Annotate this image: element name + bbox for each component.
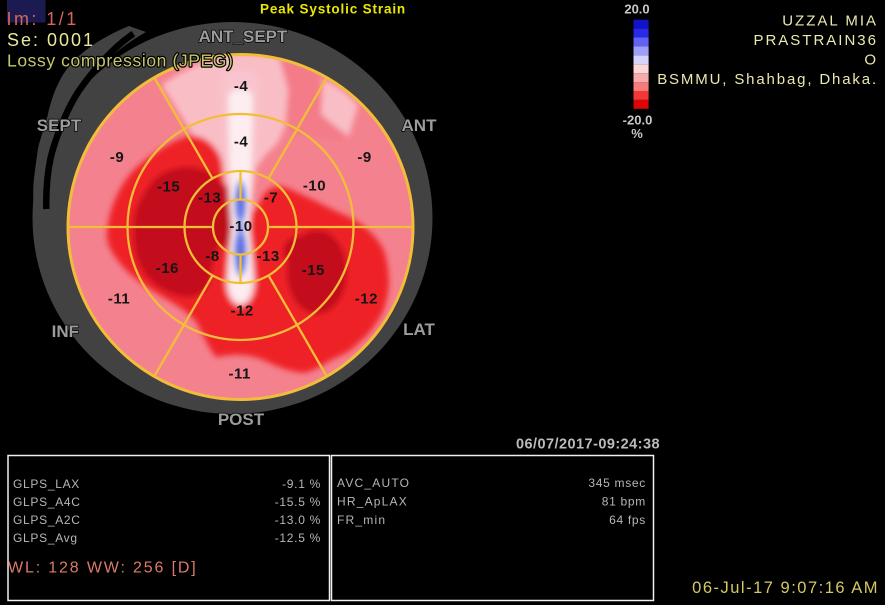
- svg-text:-13: -13: [198, 190, 221, 207]
- svg-text:-20.0: -20.0: [623, 113, 653, 128]
- svg-text:-12.5 %: -12.5 %: [275, 531, 321, 545]
- svg-text:-9.1 %: -9.1 %: [282, 477, 321, 491]
- svg-text:GLPS_A2C: GLPS_A2C: [13, 513, 81, 527]
- svg-text:%: %: [631, 126, 643, 141]
- svg-text:PRASTRAIN36: PRASTRAIN36: [753, 32, 878, 49]
- svg-text:LAT: LAT: [403, 320, 435, 339]
- svg-text:Peak Systolic Strain: Peak Systolic Strain: [260, 2, 406, 17]
- svg-text:-7: -7: [264, 190, 278, 207]
- svg-text:Im: 1/1: Im: 1/1: [7, 9, 79, 29]
- svg-text:-11: -11: [108, 290, 130, 307]
- svg-text:-10: -10: [229, 218, 252, 235]
- svg-text:INF: INF: [52, 322, 79, 341]
- svg-text:WL: 128 WW: 256 [D]: WL: 128 WW: 256 [D]: [8, 560, 198, 577]
- svg-text:ANT: ANT: [402, 116, 438, 135]
- svg-text:06-Jul-17 9:07:16 AM: 06-Jul-17 9:07:16 AM: [692, 579, 879, 597]
- svg-text:HR_ApLAX: HR_ApLAX: [337, 495, 408, 509]
- svg-text:-13: -13: [257, 248, 280, 265]
- svg-text:Lossy compression (JPEG): Lossy compression (JPEG): [7, 51, 233, 71]
- svg-text:-13.0 %: -13.0 %: [275, 513, 321, 527]
- svg-text:-4: -4: [234, 78, 248, 95]
- svg-text:AVC_AUTO: AVC_AUTO: [337, 476, 410, 490]
- svg-text:-15: -15: [302, 262, 325, 279]
- svg-text:06/07/2017-09:24:38: 06/07/2017-09:24:38: [516, 437, 660, 453]
- svg-text:64 fps: 64 fps: [609, 513, 646, 527]
- svg-text:GLPS_Avg: GLPS_Avg: [13, 531, 78, 545]
- svg-text:-15: -15: [157, 179, 180, 196]
- svg-text:Se: 0001: Se: 0001: [7, 30, 95, 50]
- svg-text:-8: -8: [205, 248, 219, 265]
- svg-text:-16: -16: [156, 260, 179, 277]
- svg-text:-11: -11: [229, 366, 251, 383]
- svg-text:81 bpm: 81 bpm: [602, 495, 646, 509]
- svg-text:-12: -12: [355, 290, 378, 307]
- svg-text:20.0: 20.0: [624, 2, 649, 17]
- svg-text:O: O: [864, 52, 878, 69]
- svg-text:-9: -9: [110, 149, 124, 166]
- svg-text:GLPS_LAX: GLPS_LAX: [13, 477, 80, 491]
- svg-text:-10: -10: [303, 178, 326, 195]
- svg-text:BSMMU, Shahbag, Dhaka.: BSMMU, Shahbag, Dhaka.: [657, 71, 878, 88]
- svg-text:GLPS_A4C: GLPS_A4C: [13, 495, 81, 509]
- svg-text:345 msec: 345 msec: [588, 476, 646, 490]
- svg-text:POST: POST: [218, 410, 265, 429]
- svg-text:UZZAL MIA: UZZAL MIA: [782, 13, 878, 30]
- svg-text:-15.5 %: -15.5 %: [275, 495, 321, 509]
- svg-text:ANT_SEPT: ANT_SEPT: [199, 27, 288, 46]
- svg-text:SEPT: SEPT: [37, 116, 82, 135]
- svg-text:-12: -12: [231, 302, 254, 319]
- svg-text:-4: -4: [234, 134, 248, 151]
- svg-text:-9: -9: [357, 149, 371, 166]
- svg-text:FR_min: FR_min: [337, 513, 386, 527]
